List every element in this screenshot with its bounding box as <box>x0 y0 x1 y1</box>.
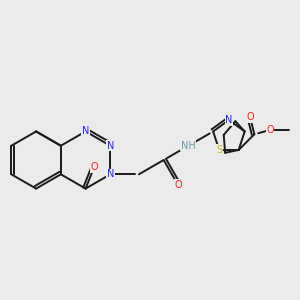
Text: N: N <box>225 115 233 125</box>
Text: O: O <box>174 180 182 190</box>
Text: O: O <box>266 125 274 135</box>
Text: O: O <box>246 112 254 122</box>
Text: N: N <box>106 169 114 179</box>
Text: N: N <box>106 141 114 151</box>
Text: O: O <box>90 162 98 172</box>
Text: S: S <box>216 145 222 155</box>
Text: N: N <box>82 126 89 136</box>
Text: NH: NH <box>181 141 196 151</box>
